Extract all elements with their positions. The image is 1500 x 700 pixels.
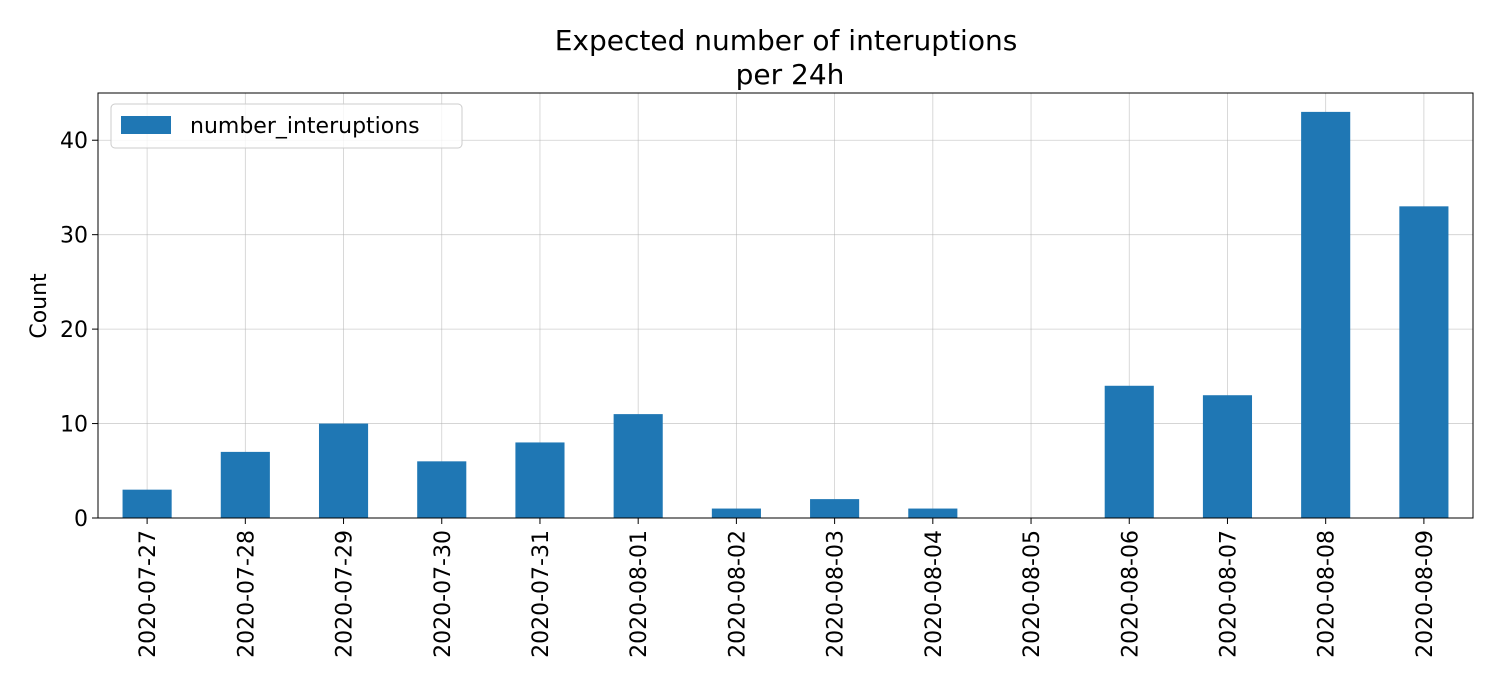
x-tick-label: 2020-07-31 xyxy=(529,530,554,658)
x-tick-label: 2020-07-27 xyxy=(136,530,161,658)
chart-title-line-1: Expected number of interuptions xyxy=(555,24,1018,57)
bar-2020-08-02 xyxy=(711,508,761,518)
y-tick-label: 10 xyxy=(60,413,88,438)
x-tick-label: 2020-08-04 xyxy=(922,530,947,658)
x-tick-label: 2020-08-05 xyxy=(1020,530,1045,658)
x-axis: 2020-07-27 2020-07-28 2020-07-29 2020-07-30… xyxy=(136,518,1438,658)
bar-2020-08-08 xyxy=(1301,111,1351,518)
legend: number_interuptions xyxy=(110,103,463,149)
bar-2020-08-07 xyxy=(1202,395,1253,518)
bar-2020-08-04 xyxy=(908,508,958,518)
legend-label: number_interuptions xyxy=(190,114,420,139)
grid xyxy=(98,93,1473,519)
plot-frame xyxy=(97,92,1474,519)
x-tick-label: 2020-07-30 xyxy=(431,530,456,658)
y-tick-label: 0 xyxy=(74,507,88,532)
legend-swatch xyxy=(121,116,171,134)
bar-2020-07-27 xyxy=(122,489,172,518)
bars xyxy=(122,111,1449,519)
bar-2020-08-06 xyxy=(1104,385,1154,518)
y-axis-label: Count xyxy=(27,273,52,339)
bar-2020-08-03 xyxy=(810,499,860,518)
chart-title-line-2: per 24h xyxy=(736,58,845,91)
bar-2020-08-01 xyxy=(613,414,663,518)
x-tick-label: 2020-08-09 xyxy=(1413,530,1438,658)
x-tick-label: 2020-08-03 xyxy=(824,530,849,658)
y-tick-label: 30 xyxy=(60,224,88,249)
y-axis: 0 10 20 30 40 xyxy=(60,129,98,532)
bar-2020-07-31 xyxy=(515,442,565,518)
x-tick-label: 2020-07-29 xyxy=(333,530,358,658)
bar-2020-07-29 xyxy=(318,423,369,518)
x-tick-label: 2020-08-02 xyxy=(725,530,750,658)
x-tick-label: 2020-07-28 xyxy=(234,530,259,658)
x-tick-label: 2020-08-07 xyxy=(1216,530,1241,658)
x-tick-label: 2020-08-06 xyxy=(1118,530,1143,658)
x-tick-label: 2020-08-01 xyxy=(627,530,652,658)
bar-2020-07-28 xyxy=(220,451,270,518)
bar-2020-08-09 xyxy=(1399,206,1449,519)
x-tick-label: 2020-08-08 xyxy=(1315,530,1340,658)
bar-2020-07-30 xyxy=(417,461,467,518)
y-tick-label: 20 xyxy=(60,318,88,343)
y-tick-label: 40 xyxy=(60,129,88,154)
legend-frame xyxy=(110,103,463,149)
